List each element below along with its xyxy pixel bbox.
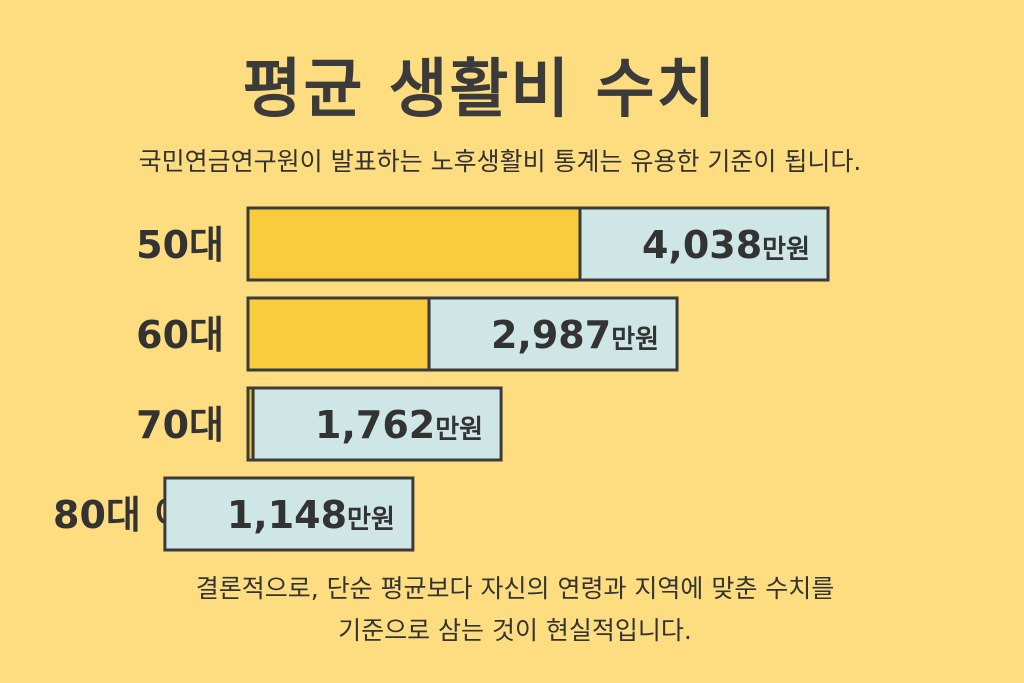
page-subtitle: 국민연금연구원이 발표하는 노후생활비 통계는 유용한 기준이 됩니다. xyxy=(138,147,862,176)
category-label: 50대 xyxy=(136,223,224,267)
footnote-line-1: 결론적으로, 단순 평균보다 자신의 연령과 지역에 맞춘 수치를 xyxy=(195,574,835,603)
bar xyxy=(246,296,431,372)
category-label: 60대 xyxy=(136,313,224,357)
bar-value-box xyxy=(163,476,415,552)
bar-value-label: 1,762만원 xyxy=(315,403,483,447)
bar-value-label: 4,038만원 xyxy=(642,223,810,267)
page-title: 평균 생활비 수치 xyxy=(242,53,718,127)
bar xyxy=(246,206,582,282)
category-label: 70대 xyxy=(136,403,224,447)
bar-value-unit: 만원 xyxy=(435,415,483,445)
bar-value-label: 2,987만원 xyxy=(491,313,659,357)
bar-value-box xyxy=(251,386,503,462)
bar-value-number: 1,762 xyxy=(315,403,435,447)
footnote-line-2: 기준으로 삼는 것이 현실적입니다. xyxy=(338,616,692,645)
bar-value-unit: 만원 xyxy=(611,325,659,355)
bar-value-number: 1,148 xyxy=(227,493,347,537)
bar-value-box xyxy=(578,206,830,282)
bar-value-number: 4,038 xyxy=(642,223,762,267)
bar-value-box xyxy=(427,296,679,372)
bar-value-label: 1,148만원 xyxy=(227,493,395,537)
bar-value-unit: 만원 xyxy=(762,235,810,265)
bar-value-unit: 만원 xyxy=(347,505,395,535)
footnote: 결론적으로, 단순 평균보다 자신의 연령과 지역에 맞춘 수치를 기준으로 삼… xyxy=(0,568,1024,652)
bar-value-number: 2,987 xyxy=(491,313,611,357)
